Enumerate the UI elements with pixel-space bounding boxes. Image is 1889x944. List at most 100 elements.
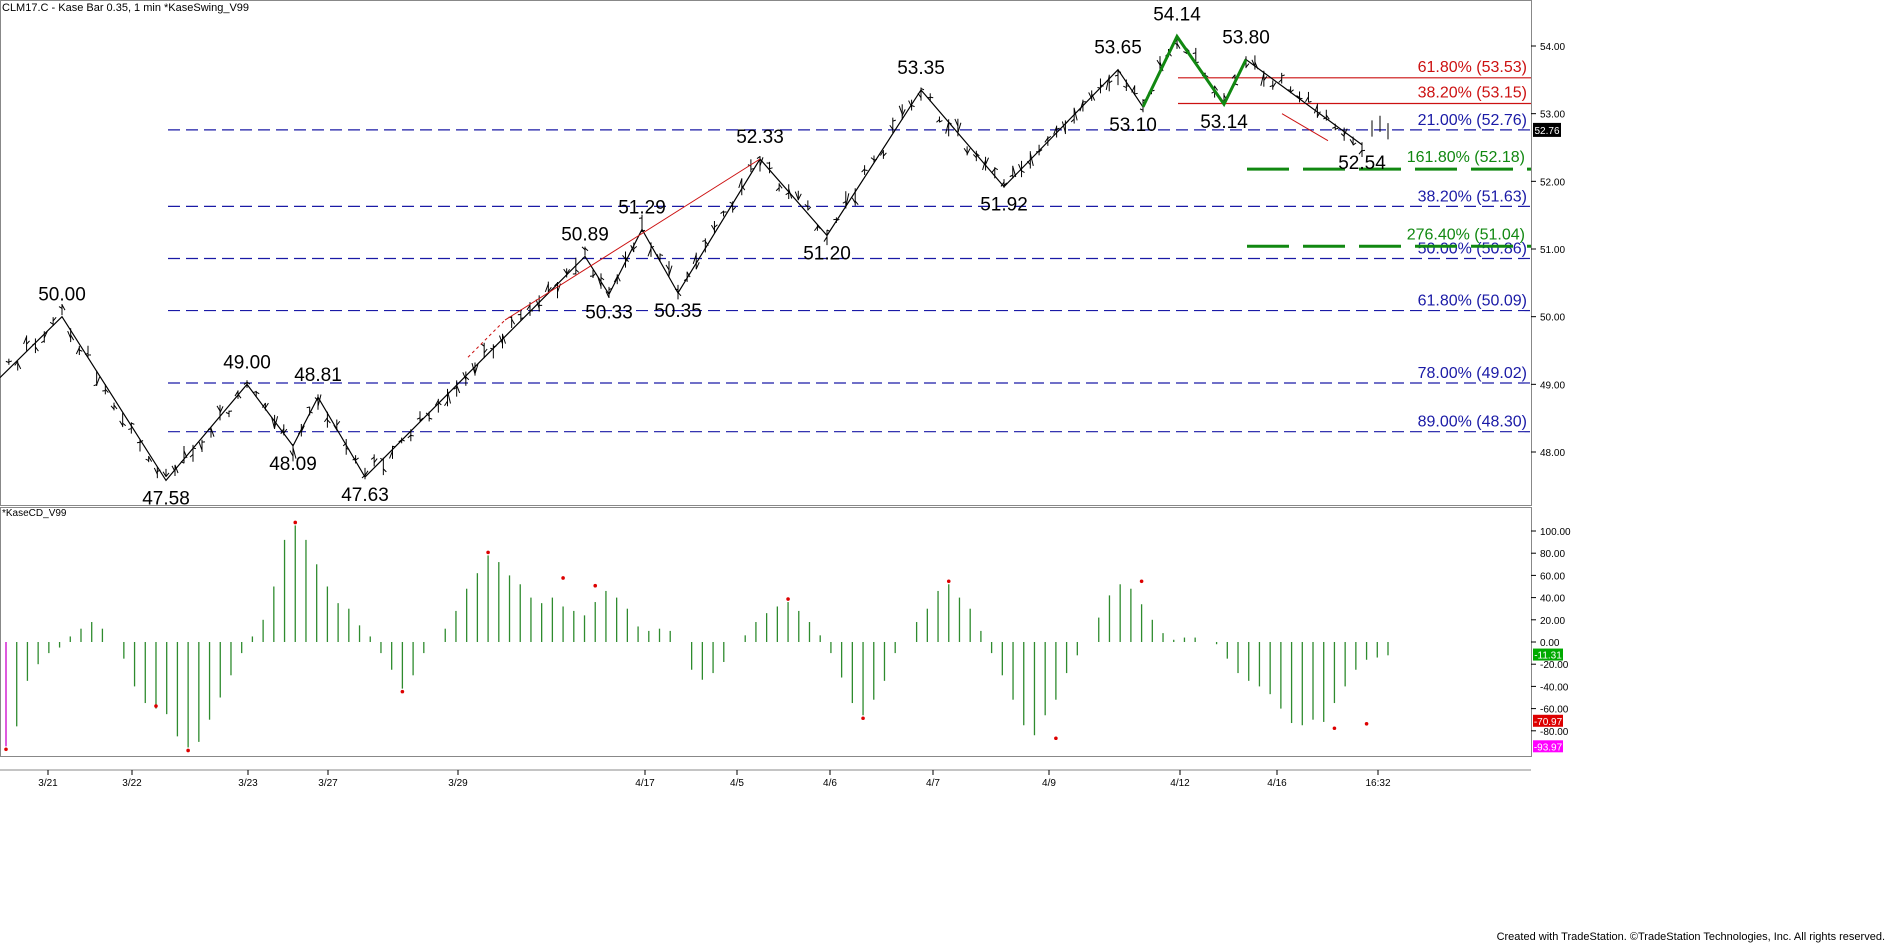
bar-open-tick bbox=[1123, 85, 1127, 89]
bar-close-tick bbox=[892, 119, 896, 122]
bar-open-tick bbox=[323, 417, 328, 423]
swing-point-label: 50.89 bbox=[561, 224, 609, 245]
bar-close-tick bbox=[165, 472, 170, 477]
bar-close-tick bbox=[1343, 128, 1348, 136]
swing-point-label: 53.10 bbox=[1109, 115, 1157, 136]
bar-close-tick bbox=[732, 206, 737, 211]
bar-close-tick bbox=[1308, 100, 1312, 103]
time-tick-label: 4/5 bbox=[730, 778, 744, 789]
bar-open-tick bbox=[1260, 73, 1265, 86]
bar-open-tick bbox=[842, 201, 847, 204]
bar-open-tick bbox=[225, 412, 230, 415]
time-tick-label: 4/12 bbox=[1170, 778, 1190, 789]
bar-open-tick bbox=[1105, 75, 1110, 91]
price-tick-label: 54.00 bbox=[1540, 42, 1565, 53]
bar-close-tick bbox=[864, 169, 868, 172]
bar-open-tick bbox=[407, 434, 412, 439]
bar-open-tick bbox=[67, 330, 72, 339]
osc-tick-label: 40.00 bbox=[1540, 594, 1565, 605]
bar-close-tick bbox=[219, 406, 224, 414]
bar-close-tick bbox=[854, 200, 859, 205]
osc-value-label: -70.97 bbox=[1534, 717, 1563, 728]
fib-level-label: 21.00% (52.76) bbox=[1418, 112, 1527, 129]
bar-open-tick bbox=[110, 405, 115, 410]
price-pane: 21.00% (52.76) 38.20% (51.63) 50.00% (50.8… bbox=[0, 5, 1531, 509]
bar-close-tick bbox=[1281, 74, 1285, 77]
bar-open-tick bbox=[1192, 52, 1196, 55]
price-tick-label: 50.00 bbox=[1540, 313, 1565, 324]
bar-close-tick bbox=[79, 349, 83, 352]
last-price-badge bbox=[1533, 122, 1561, 137]
bar-open-tick bbox=[453, 386, 457, 390]
bar-close-tick bbox=[255, 391, 260, 395]
price-tick-label: 53.00 bbox=[1540, 110, 1565, 121]
bar-close-tick bbox=[1325, 114, 1330, 120]
bar-close-tick bbox=[930, 96, 934, 99]
bar-open-tick bbox=[945, 121, 950, 134]
peak-marker bbox=[154, 704, 158, 708]
bar-open-tick bbox=[605, 291, 610, 298]
bar-open-tick bbox=[1358, 149, 1363, 155]
osc-tick-label: 20.00 bbox=[1540, 616, 1565, 627]
swing-point-label: 52.33 bbox=[736, 127, 784, 148]
bar-close-tick bbox=[382, 468, 387, 473]
swing-point-label: 53.35 bbox=[897, 58, 945, 79]
bar-close-tick bbox=[778, 184, 783, 189]
bar-close-tick bbox=[1214, 85, 1219, 91]
bar-open-tick bbox=[702, 239, 706, 242]
bar-open-tick bbox=[720, 210, 724, 214]
bar-open-tick bbox=[1053, 126, 1058, 135]
swing-point-label: 48.81 bbox=[294, 365, 342, 386]
time-tick-label: 3/22 bbox=[122, 778, 142, 789]
bar-open-tick bbox=[271, 417, 276, 429]
bar-open-tick bbox=[963, 148, 968, 154]
bar-close-tick bbox=[17, 362, 22, 370]
price-tick-label: 52.00 bbox=[1540, 177, 1565, 188]
bar-close-tick bbox=[483, 348, 488, 354]
bar-close-tick bbox=[1021, 170, 1025, 173]
time-tick-label: 4/6 bbox=[823, 778, 837, 789]
swing-point-label: 50.35 bbox=[654, 301, 702, 322]
bar-open-tick bbox=[370, 456, 375, 460]
bar-open-tick bbox=[804, 203, 809, 208]
peak-marker bbox=[786, 597, 790, 601]
bar-close-tick bbox=[8, 360, 13, 363]
bar-open-tick bbox=[1231, 74, 1236, 79]
bar-close-tick bbox=[985, 157, 990, 165]
osc-tick-label: -40.00 bbox=[1540, 682, 1569, 693]
bar-close-tick bbox=[61, 304, 66, 311]
bar-close-tick bbox=[1038, 149, 1043, 153]
peak-marker bbox=[1364, 721, 1369, 726]
price-tick-label: 49.00 bbox=[1540, 380, 1565, 391]
bar-open-tick bbox=[1278, 79, 1283, 83]
bar-close-tick bbox=[1272, 82, 1277, 88]
bar-close-tick bbox=[429, 417, 433, 420]
bar-close-tick bbox=[283, 428, 288, 434]
bar-close-tick bbox=[70, 334, 75, 341]
bar-close-tick bbox=[373, 458, 378, 463]
bar-open-tick bbox=[261, 402, 266, 408]
fib-level-label: 38.20% (51.63) bbox=[1418, 188, 1527, 205]
swing-point-label: 52.54 bbox=[1338, 153, 1386, 174]
bar-open-tick bbox=[665, 264, 670, 271]
peak-marker bbox=[946, 579, 951, 584]
trend-line bbox=[504, 158, 761, 321]
bar-close-tick bbox=[600, 277, 605, 281]
bar-open-tick bbox=[216, 405, 221, 412]
bar-open-tick bbox=[1156, 59, 1161, 66]
bar-open-tick bbox=[41, 340, 45, 344]
bar-close-tick bbox=[994, 167, 999, 171]
bar-close-tick bbox=[364, 470, 369, 476]
osc-tick-label: 100.00 bbox=[1540, 527, 1571, 538]
osc-value-badge bbox=[1533, 740, 1563, 753]
bar-open-tick bbox=[861, 168, 865, 173]
fib-level-label: 50.00% (50.86) bbox=[1418, 240, 1527, 257]
bar-close-tick bbox=[1073, 108, 1078, 121]
bar-open-tick bbox=[622, 255, 626, 260]
time-tick-label: 4/17 bbox=[635, 778, 655, 789]
bar-close-tick bbox=[1003, 182, 1008, 186]
bar-open-tick bbox=[1349, 139, 1354, 145]
bar-open-tick bbox=[563, 268, 568, 274]
bar-close-tick bbox=[474, 363, 479, 374]
